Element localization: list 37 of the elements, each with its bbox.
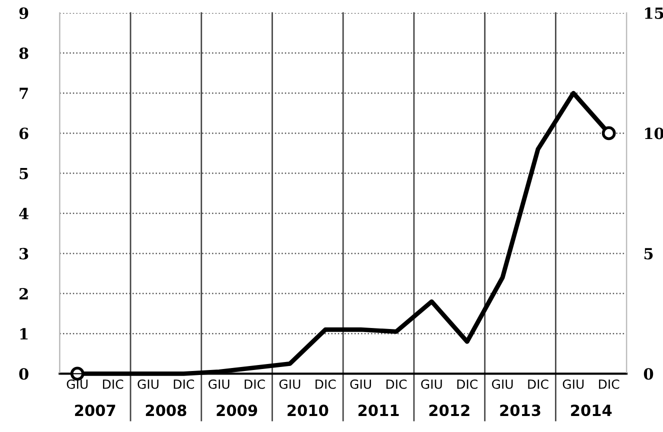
x-tick-label: DIC [244, 379, 265, 389]
text: 2014 [571, 404, 612, 416]
x-tick-label: GIU [138, 379, 158, 389]
x-tick-label: DIC [316, 379, 336, 389]
text: 2012 [429, 404, 470, 416]
x-tick-label: DIC [386, 379, 407, 389]
y-tick-label: 3 [20, 248, 28, 260]
y-tick-label: 6 [19, 128, 28, 140]
x-tick-label: GIU [562, 379, 584, 389]
x-tick-label: DIC [599, 379, 620, 389]
text: 2011 [358, 404, 399, 416]
y2-tick-label: 0 [644, 368, 654, 380]
y-tick-label: 4 [19, 208, 28, 220]
y-tick-label: 7 [20, 88, 28, 99]
x-tick-label: GIU [350, 379, 371, 389]
x-tick-label: GIU [279, 379, 300, 389]
x-tick-label: GIU [492, 379, 513, 389]
text: 2013 [500, 404, 540, 416]
y2-tick-label: 15 [645, 7, 663, 19]
x-tick-label: GIU [421, 379, 442, 389]
x-tick-label: DIC [174, 379, 194, 389]
text: 2008 [146, 404, 186, 416]
text: 2007 [75, 404, 116, 416]
x-tick-label: GIU [66, 379, 88, 389]
text: 2010 [288, 404, 328, 416]
y-tick-label: 0 [19, 368, 28, 380]
x-tick-label: DIC [457, 379, 478, 389]
y-tick-label: 9 [19, 7, 28, 19]
y-tick-label: 8 [19, 48, 28, 60]
y-tick-label: 5 [20, 168, 28, 180]
y-tick-label: 2 [20, 288, 28, 300]
x-tick-label: DIC [528, 379, 548, 389]
x-tick-label: GIU [208, 379, 230, 389]
y2-tick-label: 5 [644, 248, 653, 260]
text: 2009 [216, 404, 258, 416]
y-tick-label: 1 [20, 328, 28, 340]
x-tick-label: DIC [103, 379, 124, 389]
